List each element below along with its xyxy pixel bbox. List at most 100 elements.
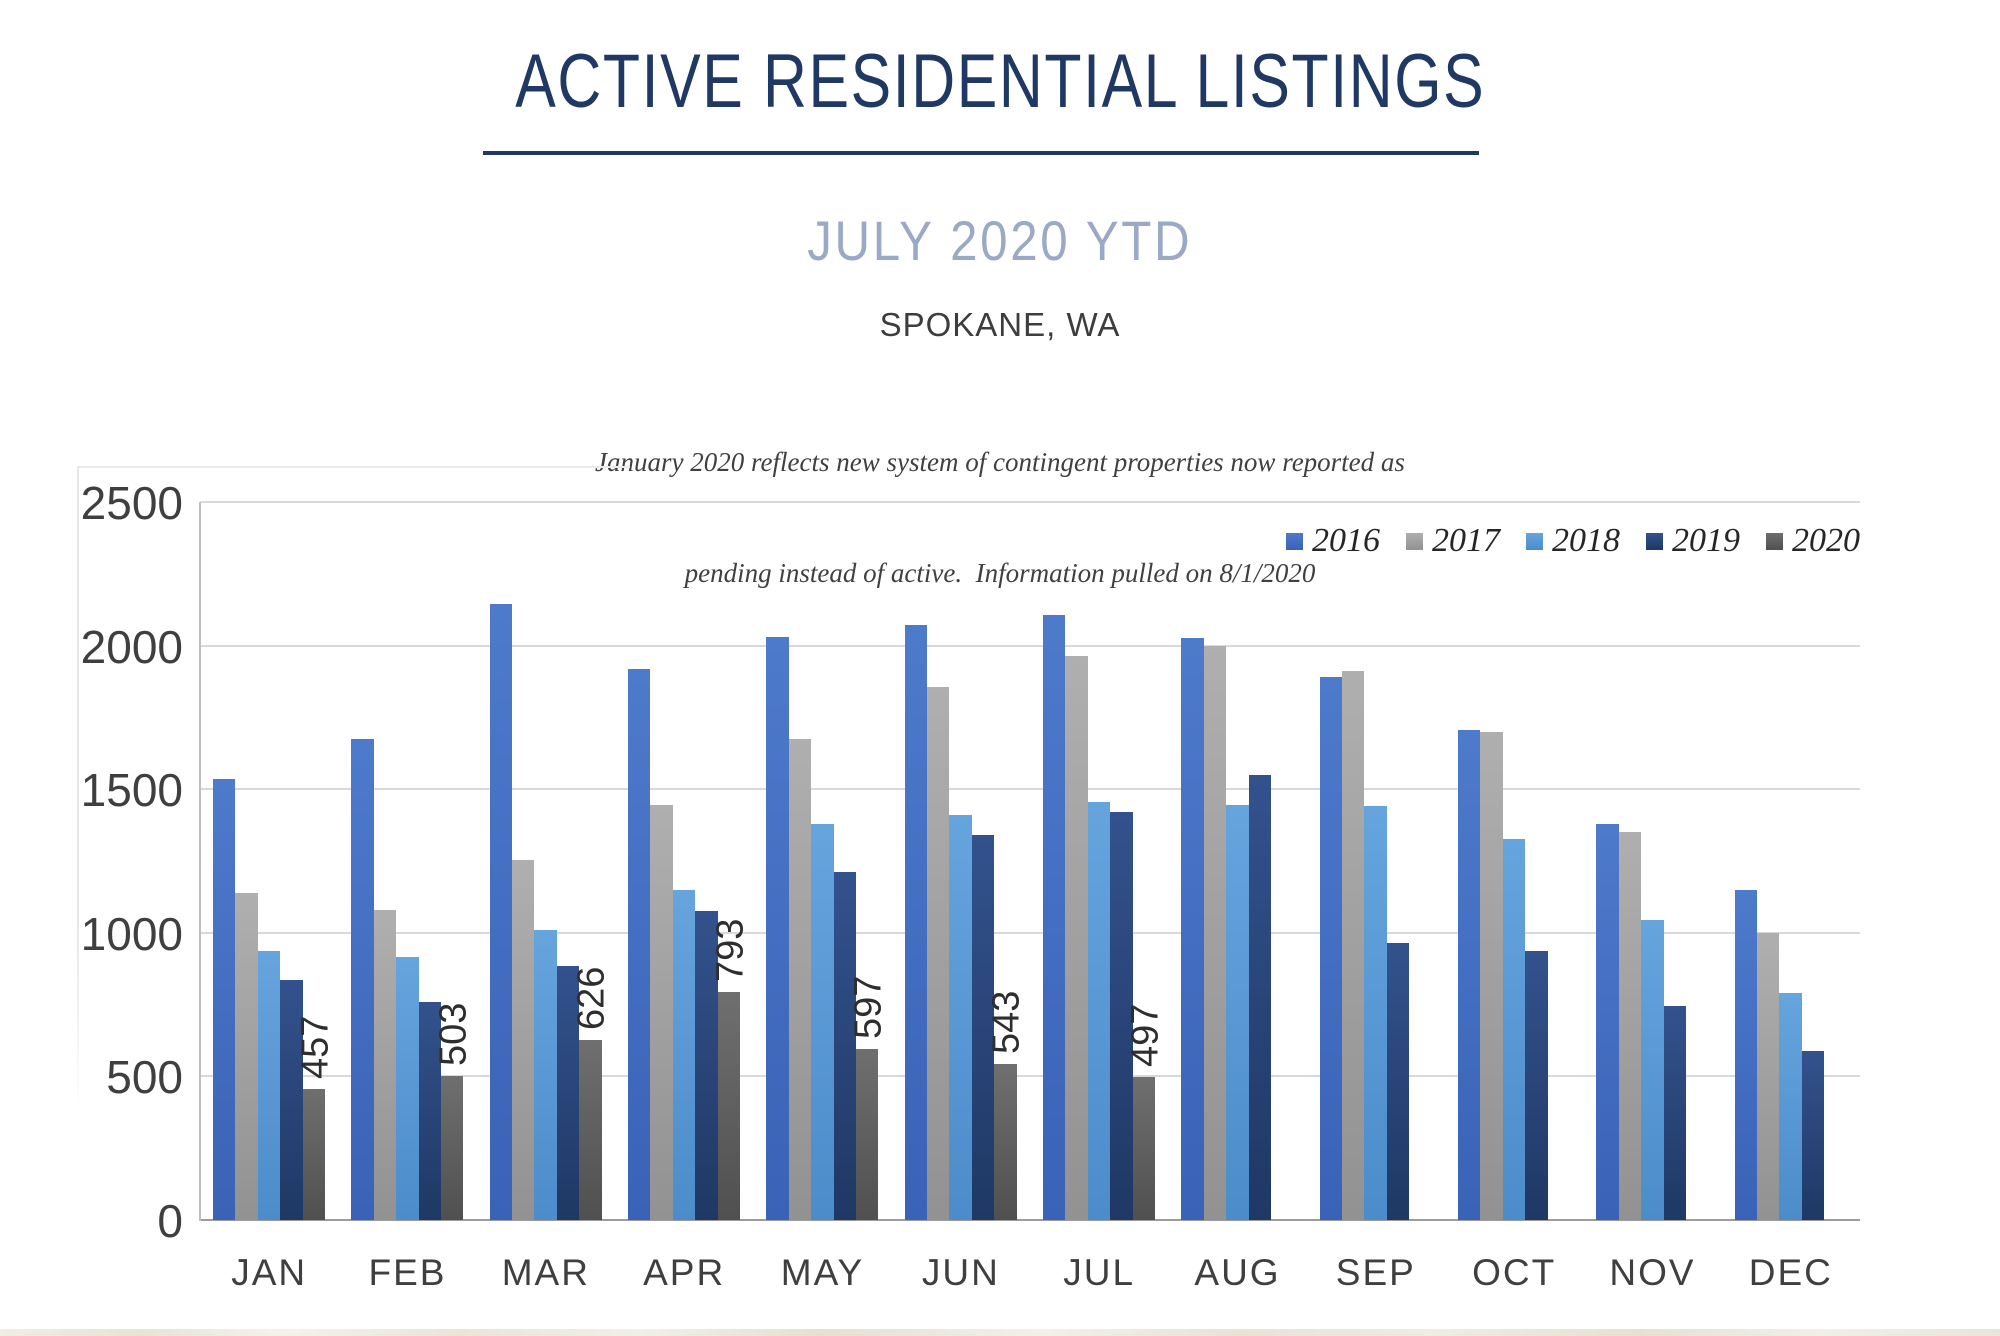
bar-2019-feb bbox=[418, 1001, 441, 1220]
bar-2016-nov bbox=[1596, 823, 1619, 1220]
chart-frame-edge-top bbox=[77, 466, 630, 468]
bar-2016-feb bbox=[351, 738, 374, 1220]
bar-2019-jan bbox=[280, 980, 303, 1220]
legend: 2016 2017 2018 2019 2020 bbox=[1286, 522, 1860, 560]
data-label-2020-mar: 626 bbox=[570, 966, 613, 1031]
bar-2019-dec bbox=[1801, 1050, 1825, 1220]
bar-2020-jan bbox=[302, 1088, 325, 1220]
gridline-2000 bbox=[200, 644, 1860, 647]
x-label-jan: JAN bbox=[231, 1252, 308, 1293]
x-label-sep: SEP bbox=[1335, 1252, 1416, 1293]
y-axis-line bbox=[199, 502, 201, 1221]
bar-2017-oct bbox=[1480, 731, 1503, 1220]
x-label-oct: OCT bbox=[1472, 1252, 1557, 1293]
bar-2019-aug bbox=[1248, 774, 1271, 1220]
bar-2017-feb bbox=[373, 909, 397, 1220]
y-tick-500: 500 bbox=[106, 1051, 183, 1104]
data-label-2020-feb: 503 bbox=[432, 1002, 475, 1066]
bar-2017-apr bbox=[650, 804, 673, 1220]
bar-2017-nov bbox=[1618, 832, 1642, 1220]
bar-2018-feb bbox=[396, 957, 419, 1220]
bar-2019-mar bbox=[556, 965, 580, 1220]
bar-2019-sep bbox=[1386, 942, 1410, 1220]
gridline-2500 bbox=[200, 501, 1860, 503]
bar-2018-dec bbox=[1779, 993, 1802, 1220]
legend-label-2018: 2018 bbox=[1552, 522, 1620, 559]
x-label-jul: JUL bbox=[1063, 1252, 1136, 1293]
bar-2019-jul bbox=[1110, 812, 1133, 1220]
chart-frame-edge-left bbox=[77, 466, 79, 1116]
bar-2017-aug bbox=[1203, 645, 1227, 1220]
bar-2018-jul bbox=[1087, 802, 1111, 1220]
bar-2016-jul bbox=[1043, 615, 1066, 1220]
legend-label-2020: 2020 bbox=[1792, 522, 1860, 559]
legend-item-2019: 2019 bbox=[1646, 522, 1740, 560]
bar-2016-mar bbox=[489, 603, 513, 1220]
bar-2018-sep bbox=[1364, 806, 1387, 1220]
bar-2017-may bbox=[788, 738, 812, 1220]
bar-2018-mar bbox=[534, 929, 557, 1220]
legend-label-2016: 2016 bbox=[1312, 522, 1380, 559]
bar-2017-dec bbox=[1757, 932, 1780, 1220]
x-label-aug: AUG bbox=[1194, 1252, 1281, 1293]
chart-note: January 2020 reflects new system of cont… bbox=[0, 370, 2000, 666]
page-title: ACTIVE RESIDENTIAL LISTINGS bbox=[0, 38, 2000, 125]
bar-2018-jun bbox=[949, 815, 972, 1220]
bar-2018-oct bbox=[1502, 839, 1526, 1220]
bottom-image-strip bbox=[0, 1329, 2000, 1336]
data-label-2020-jun: 543 bbox=[985, 990, 1028, 1055]
bar-2018-aug bbox=[1226, 804, 1249, 1220]
y-tick-1000: 1000 bbox=[80, 907, 183, 960]
bar-2017-jun bbox=[927, 687, 950, 1220]
bar-2020-may bbox=[855, 1048, 879, 1220]
legend-label-2019: 2019 bbox=[1672, 522, 1740, 559]
bar-2018-may bbox=[811, 823, 834, 1220]
bar-2016-jan bbox=[213, 779, 236, 1220]
x-label-feb: FEB bbox=[368, 1252, 447, 1293]
bar-2016-dec bbox=[1734, 889, 1758, 1220]
bar-2018-jan bbox=[257, 951, 281, 1220]
gridline-500 bbox=[200, 1075, 1860, 1078]
bar-2016-sep bbox=[1319, 677, 1343, 1220]
y-tick-2000: 2000 bbox=[80, 620, 183, 673]
chart-subtitle: JULY 2020 YTD bbox=[0, 208, 2000, 273]
bar-2017-jul bbox=[1065, 655, 1088, 1220]
x-label-jun: JUN bbox=[921, 1252, 1000, 1293]
gridline-1500 bbox=[200, 788, 1860, 791]
legend-item-2020: 2020 bbox=[1766, 522, 1860, 560]
legend-swatch-2018 bbox=[1526, 532, 1543, 550]
bar-2016-jun bbox=[904, 625, 928, 1220]
x-label-nov: NOV bbox=[1609, 1252, 1696, 1293]
legend-swatch-2019 bbox=[1646, 532, 1663, 550]
chart-subtitle-text: JULY 2020 YTD bbox=[807, 209, 1193, 272]
bar-2019-jun bbox=[971, 835, 995, 1220]
bar-2016-aug bbox=[1181, 638, 1204, 1220]
bar-2016-oct bbox=[1458, 730, 1481, 1220]
chart-location: SPOKANE, WA bbox=[879, 306, 1121, 343]
legend-item-2018: 2018 bbox=[1526, 522, 1620, 560]
legend-label-2017: 2017 bbox=[1432, 522, 1500, 559]
legend-item-2017: 2017 bbox=[1406, 522, 1500, 560]
bar-2019-may bbox=[833, 872, 856, 1220]
bar-2019-apr bbox=[695, 911, 718, 1220]
bar-2020-jul bbox=[1132, 1077, 1155, 1220]
data-label-2020-apr: 793 bbox=[709, 918, 752, 983]
x-label-dec: DEC bbox=[1748, 1252, 1833, 1293]
data-label-2020-jul: 497 bbox=[1124, 1003, 1167, 1068]
page-title-text: ACTIVE RESIDENTIAL LISTINGS bbox=[514, 39, 1486, 124]
bar-2019-oct bbox=[1525, 951, 1548, 1220]
legend-swatch-2016 bbox=[1286, 532, 1303, 550]
legend-item-2016: 2016 bbox=[1286, 522, 1380, 560]
bar-2019-nov bbox=[1663, 1006, 1686, 1220]
y-tick-0: 0 bbox=[157, 1195, 183, 1247]
data-label-2020-jan: 457 bbox=[294, 1015, 337, 1079]
bar-2020-jun bbox=[994, 1064, 1017, 1220]
bar-2018-nov bbox=[1641, 919, 1664, 1220]
chart-note-line2: pending instead of active. Information p… bbox=[684, 558, 1316, 588]
bar-2017-jan bbox=[235, 892, 258, 1220]
legend-swatch-2017 bbox=[1406, 532, 1423, 550]
bar-2018-apr bbox=[672, 889, 696, 1220]
gridline-1000 bbox=[200, 931, 1860, 934]
data-label-2020-may: 597 bbox=[847, 975, 890, 1039]
gridline-0 bbox=[200, 1219, 1860, 1221]
